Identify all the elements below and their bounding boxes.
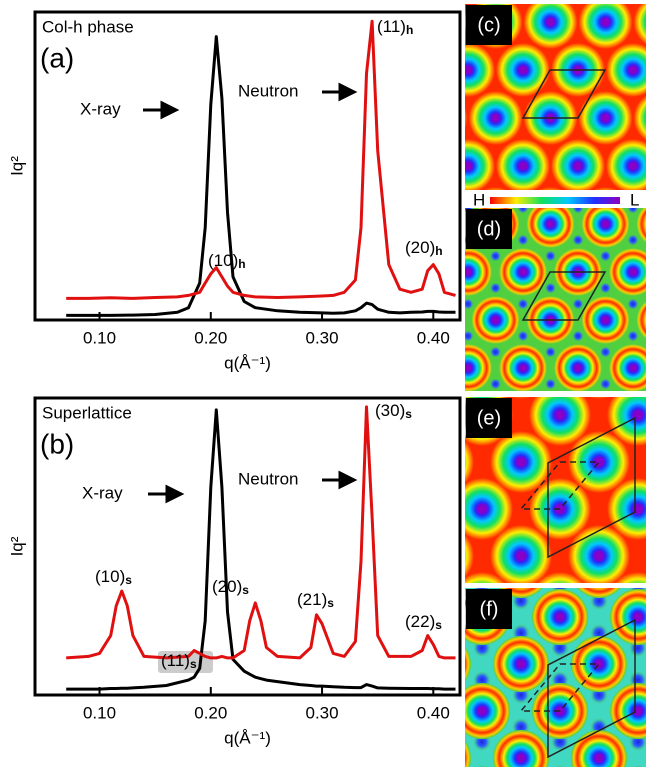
unit-cell — [547, 618, 636, 759]
peak-subscript: s — [435, 618, 442, 632]
peak-index: (30) — [375, 401, 405, 420]
peak-index: (11) — [377, 17, 406, 36]
peak-index: (11) — [161, 651, 190, 670]
unit-cell — [521, 69, 607, 119]
peak-label: (20)h — [405, 238, 443, 258]
data-line — [66, 408, 456, 691]
peak-subscript: h — [238, 257, 245, 271]
chart-title: Col-h phase — [42, 17, 134, 36]
label-box — [466, 398, 512, 438]
series-label: Neutron — [238, 81, 298, 100]
label-box — [466, 589, 512, 629]
peak-index: (20) — [405, 238, 435, 257]
series-label: X-ray — [82, 483, 123, 502]
panel-label: (f) — [480, 598, 499, 620]
peak-subscript: s — [327, 596, 334, 610]
arrow — [143, 100, 180, 120]
peak-subscript: h — [435, 244, 442, 258]
x-tick-label: 0.40 — [417, 328, 450, 347]
peak-subscript: s — [405, 407, 412, 421]
peak-label: (20)s — [212, 577, 249, 597]
data-line — [66, 35, 456, 317]
x-axis-label: q(Å⁻¹) — [224, 353, 271, 372]
peak-subscript: s — [125, 573, 132, 587]
arrow — [322, 470, 358, 490]
data-line — [66, 405, 456, 660]
x-tick-label: 0.30 — [305, 703, 338, 722]
unit-cell — [519, 461, 601, 510]
chart-title: Superlattice — [42, 403, 132, 422]
peak-index: (10) — [208, 251, 238, 270]
peak-index: (20) — [212, 577, 242, 596]
peak-subscript: h — [406, 23, 413, 37]
y-axis-label: Iq² — [7, 156, 26, 176]
unit-cell — [519, 663, 601, 712]
peak-subscript: s — [242, 583, 249, 597]
x-tick-label: 0.10 — [83, 703, 116, 722]
peak-label: (21)s — [297, 590, 334, 610]
arrow — [148, 484, 185, 504]
x-tick-label: 0.20 — [194, 703, 227, 722]
x-tick-label: 0.40 — [417, 703, 450, 722]
panel-label: (a) — [40, 42, 74, 73]
peak-subscript: s — [190, 657, 197, 671]
panel-label: (d) — [477, 218, 501, 240]
label-box — [466, 5, 512, 45]
y-axis-label: Iq² — [7, 536, 26, 556]
x-axis-label: q(Å⁻¹) — [224, 728, 271, 747]
x-tick-label: 0.10 — [83, 328, 116, 347]
x-tick-label: 0.30 — [305, 328, 338, 347]
peak-index: (10) — [95, 567, 125, 586]
peak-label: (11)h — [377, 17, 413, 37]
panel-label: (b) — [40, 428, 74, 459]
panel-label: (c) — [477, 14, 500, 36]
peak-index: (22) — [405, 612, 435, 631]
series-label: Neutron — [238, 469, 298, 488]
panel-label: (e) — [477, 407, 501, 429]
colorbar-high: H — [473, 190, 485, 209]
peak-label: (30)s — [375, 401, 412, 421]
x-tick-label: 0.20 — [194, 328, 227, 347]
plot-frame — [33, 396, 462, 697]
unit-cell — [547, 416, 636, 559]
peak-label: (22)s — [405, 612, 442, 632]
series-label: X-ray — [80, 99, 121, 118]
colorbar — [490, 197, 620, 204]
arrow — [322, 82, 358, 102]
peak-label: (10)s — [95, 567, 132, 587]
colorbar-low: L — [630, 190, 639, 209]
unit-cell — [521, 271, 607, 321]
peak-label: (10)h — [208, 251, 246, 271]
peak-index: (21) — [297, 590, 327, 609]
label-box — [466, 209, 512, 249]
plot-frame — [33, 10, 462, 322]
peak-label: (11)s — [161, 651, 197, 671]
data-line — [66, 19, 456, 300]
